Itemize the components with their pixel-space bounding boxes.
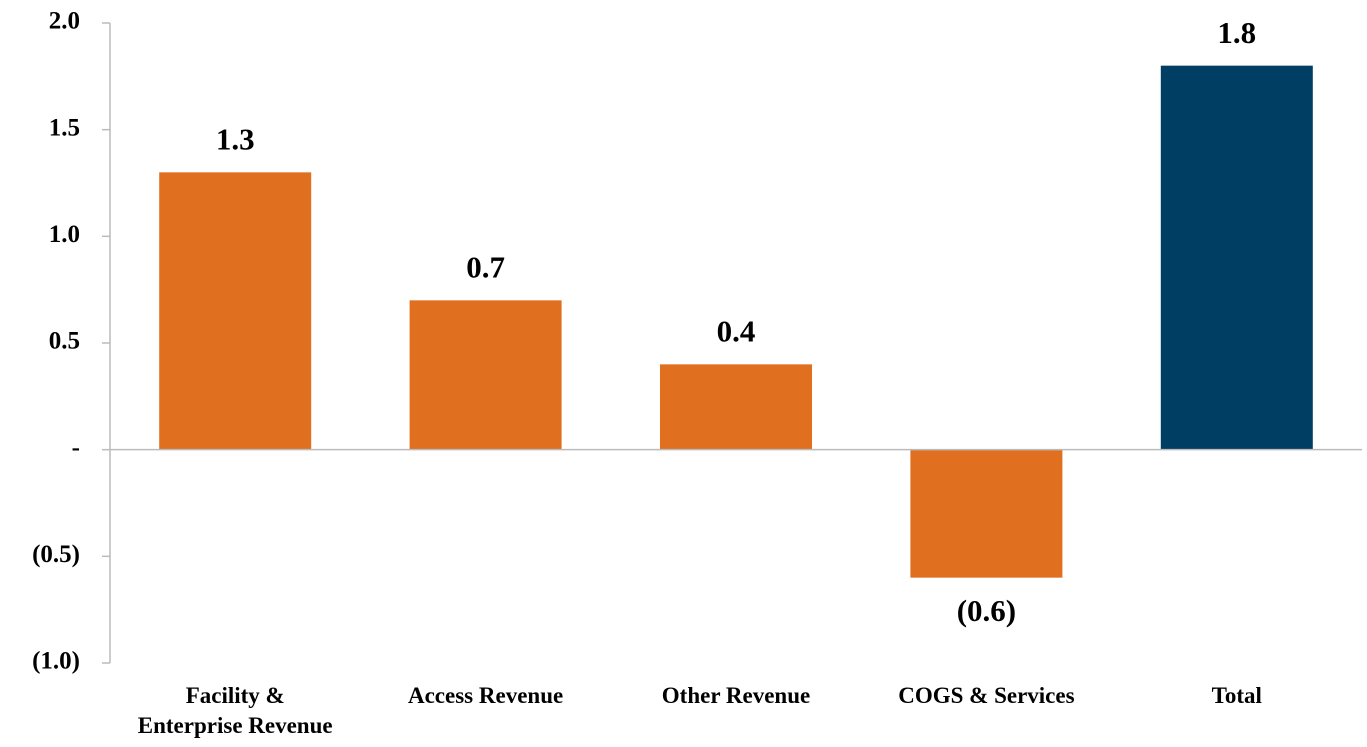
- data-label: (0.6): [957, 593, 1016, 628]
- x-tick-label: Access Revenue: [407, 683, 564, 708]
- bar: [660, 364, 812, 450]
- data-label: 0.7: [466, 249, 505, 284]
- x-tick-label: Facility & Enterprise Revenue: [137, 683, 333, 738]
- x-tick-label: COGS & Services: [898, 683, 1075, 708]
- data-label: 1.8: [1217, 15, 1256, 50]
- y-tick-label: 2.0: [49, 8, 80, 35]
- y-tick-label: 1.0: [49, 221, 80, 248]
- bar: [1160, 65, 1313, 450]
- y-tick-label: -: [72, 434, 80, 461]
- y-tick-label: (0.5): [32, 541, 80, 568]
- y-tick-label: (1.0): [32, 648, 80, 675]
- x-tick-label: Other Revenue: [661, 683, 811, 708]
- bar: [159, 172, 312, 450]
- y-tick-label: 1.5: [49, 114, 80, 141]
- data-label: 1.3: [216, 121, 255, 156]
- data-label: 0.4: [717, 313, 756, 348]
- bar: [910, 449, 1063, 578]
- y-tick-label: 0.5: [49, 328, 80, 355]
- x-tick-label: Total: [1211, 683, 1262, 708]
- bar: [409, 300, 562, 450]
